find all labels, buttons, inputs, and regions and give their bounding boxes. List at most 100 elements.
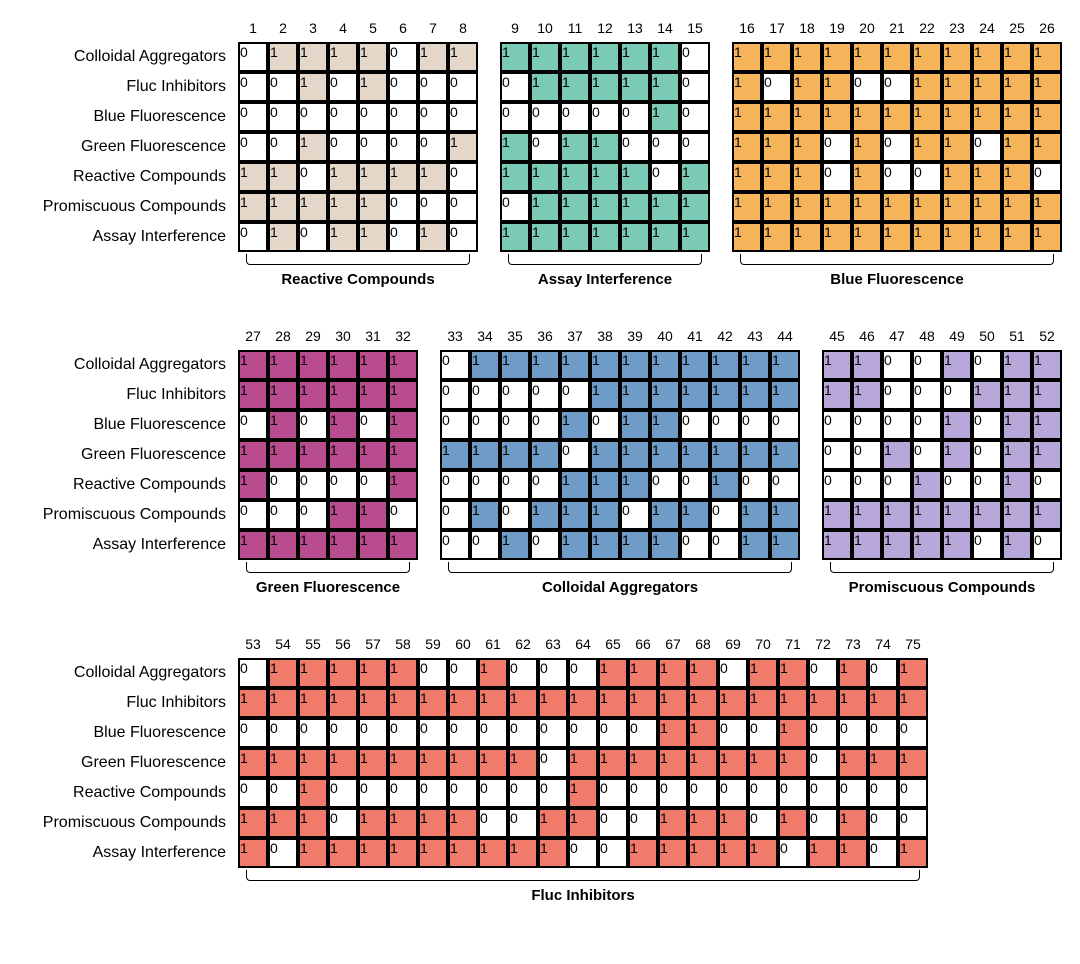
grid-cell: 1: [358, 500, 388, 530]
grid-cell: 1: [912, 72, 942, 102]
grid-cell: 1: [620, 42, 650, 72]
grid-cell: 1: [1002, 132, 1032, 162]
grid-cell: 0: [568, 838, 598, 868]
grid-row: 0111111: [500, 192, 710, 222]
grid-cell: 1: [238, 350, 268, 380]
grid-cell: 1: [328, 192, 358, 222]
grid-cell: 1: [530, 440, 560, 470]
grid-cell: 0: [440, 380, 470, 410]
grid-row: 00001011: [822, 410, 1062, 440]
grid-cell: 1: [590, 500, 620, 530]
grid-cell: 0: [808, 718, 838, 748]
grid-cell: 1: [590, 440, 620, 470]
column-number: 63: [538, 636, 568, 658]
grid-cell: 0: [680, 470, 710, 500]
column-number: 70: [748, 636, 778, 658]
group: 9101112131415111111001111100000010101100…: [500, 20, 710, 288]
grid-row: 10111111111001111101101: [238, 838, 928, 868]
grid-cell: 1: [478, 688, 508, 718]
grid-cell: 0: [298, 470, 328, 500]
grid-cell: 1: [822, 192, 852, 222]
grid-cell: 1: [448, 688, 478, 718]
row-label: Blue Fluorescence: [93, 102, 230, 132]
grid-cell: 1: [500, 222, 530, 252]
grid-cell: 1: [732, 72, 762, 102]
grid-cell: 1: [358, 350, 388, 380]
grid-cell: 1: [658, 688, 688, 718]
column-number: 64: [568, 636, 598, 658]
row-label: Colloidal Aggregators: [74, 42, 230, 72]
grid-cell: 0: [882, 380, 912, 410]
grid-cell: 1: [620, 222, 650, 252]
column-number: 24: [972, 20, 1002, 42]
grid-cell: 1: [1032, 222, 1062, 252]
grid-cell: 0: [598, 808, 628, 838]
grid-cell: 0: [448, 102, 478, 132]
grid-cell: 1: [942, 192, 972, 222]
grid-cell: 1: [298, 440, 328, 470]
groups-wrap: 2728293031321111111111110101011111111000…: [238, 328, 1062, 596]
column-number: 20: [852, 20, 882, 42]
grid-cell: 1: [328, 440, 358, 470]
grid-cell: 1: [778, 808, 808, 838]
grid-row: 1111110: [500, 42, 710, 72]
row-label: Assay Interference: [93, 838, 230, 868]
grid-cell: 0: [448, 162, 478, 192]
grid-cell: 1: [650, 72, 680, 102]
grid-cell: 1: [912, 132, 942, 162]
column-number: 55: [298, 636, 328, 658]
grid-row: 111101111111: [440, 440, 800, 470]
grid-cell: 1: [568, 778, 598, 808]
grid-cell: 0: [530, 380, 560, 410]
column-number: 74: [868, 636, 898, 658]
heatmap-grid: 0111111111110000011111110000101100001111…: [440, 350, 800, 560]
column-number: 9: [500, 20, 530, 42]
heatmap-grid: 1111110011111000000101011000111110101111…: [500, 42, 710, 252]
grid-cell: 0: [448, 778, 478, 808]
grid-cell: 0: [628, 718, 658, 748]
grid-cell: 1: [650, 102, 680, 132]
grid-cell: 1: [718, 748, 748, 778]
grid-cell: 0: [440, 470, 470, 500]
grid-cell: 1: [762, 192, 792, 222]
grid-cell: 1: [500, 162, 530, 192]
grid-cell: 1: [620, 530, 650, 560]
grid-cell: 0: [852, 72, 882, 102]
grid-cell: 1: [680, 500, 710, 530]
grid-cell: 0: [912, 410, 942, 440]
column-number: 61: [478, 636, 508, 658]
group-bracket: Assay Interference: [500, 254, 710, 288]
grid-cell: 0: [1032, 162, 1062, 192]
grid-cell: 1: [732, 42, 762, 72]
column-number: 17: [762, 20, 792, 42]
grid-cell: 1: [388, 658, 418, 688]
grid-cell: 0: [852, 440, 882, 470]
grid-cell: 0: [718, 718, 748, 748]
column-number: 22: [912, 20, 942, 42]
grid-cell: 1: [732, 162, 762, 192]
grid-cell: 0: [680, 72, 710, 102]
grid-cell: 1: [538, 808, 568, 838]
column-numbers: 272829303132: [238, 328, 418, 350]
grid-cell: 0: [238, 500, 268, 530]
grid-cell: 1: [560, 42, 590, 72]
row-label: Promiscuous Compounds: [43, 192, 230, 222]
row-label: Blue Fluorescence: [93, 718, 230, 748]
grid-cell: 1: [328, 530, 358, 560]
grid-row: 011111111111: [440, 350, 800, 380]
grid-cell: 1: [298, 72, 328, 102]
grid-cell: 0: [358, 718, 388, 748]
grid-cell: 1: [388, 688, 418, 718]
group: 5354555657585960616263646566676869707172…: [238, 636, 928, 904]
grid-cell: 0: [898, 808, 928, 838]
grid-cell: 0: [808, 778, 838, 808]
grid-cell: 1: [838, 838, 868, 868]
grid-cell: 1: [838, 658, 868, 688]
grid-cell: 1: [718, 688, 748, 718]
grid-cell: 1: [650, 192, 680, 222]
grid-cell: 0: [538, 658, 568, 688]
row-label: Reactive Compounds: [73, 470, 230, 500]
column-number: 43: [740, 328, 770, 350]
grid-cell: 0: [808, 808, 838, 838]
figure-row-1: Colloidal AggregatorsFluc InhibitorsBlue…: [20, 328, 1060, 596]
